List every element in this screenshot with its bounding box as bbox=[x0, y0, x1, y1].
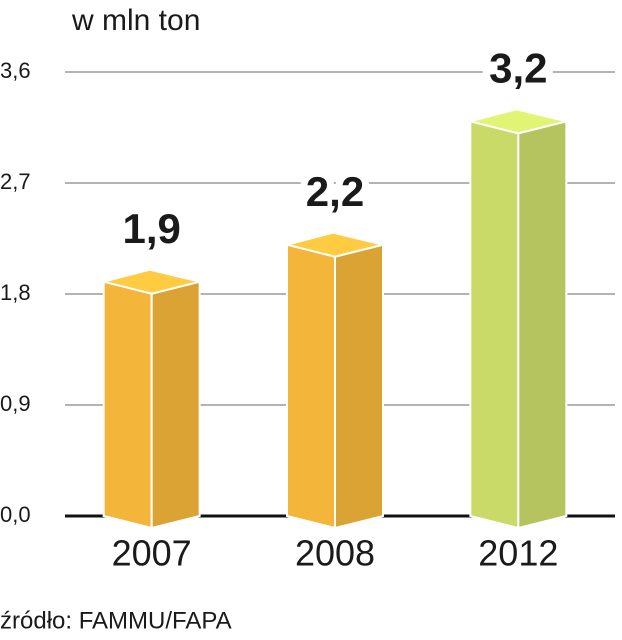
bar-front bbox=[102, 280, 153, 530]
bar-side bbox=[517, 120, 568, 530]
x-tick-label: 2012 bbox=[478, 533, 558, 574]
value-label: 1,9 bbox=[122, 205, 180, 252]
bar bbox=[102, 268, 201, 530]
bar bbox=[286, 231, 384, 530]
bar-front bbox=[286, 243, 336, 530]
value-label: 3,2 bbox=[489, 44, 547, 91]
y-tick-label: 0,9 bbox=[0, 391, 31, 416]
bar-side bbox=[150, 280, 201, 530]
bar-front bbox=[469, 120, 520, 530]
source-note: źródło: FAMMU/FAPA bbox=[0, 607, 232, 634]
bar-top bbox=[470, 108, 567, 135]
bar-side bbox=[334, 243, 384, 530]
y-tick-label: 2,7 bbox=[0, 169, 31, 194]
x-tick-label: 2007 bbox=[112, 533, 192, 574]
y-tick-label: 1,8 bbox=[0, 280, 31, 305]
chart-title: w mln ton bbox=[71, 4, 200, 37]
bar-top bbox=[103, 268, 200, 295]
bar-top bbox=[286, 231, 384, 258]
value-label: 2,2 bbox=[306, 168, 364, 215]
bar bbox=[469, 108, 568, 530]
x-tick-label: 2008 bbox=[295, 533, 375, 574]
y-tick-label: 3,6 bbox=[0, 58, 31, 83]
y-tick-label: 0,0 bbox=[0, 502, 31, 527]
